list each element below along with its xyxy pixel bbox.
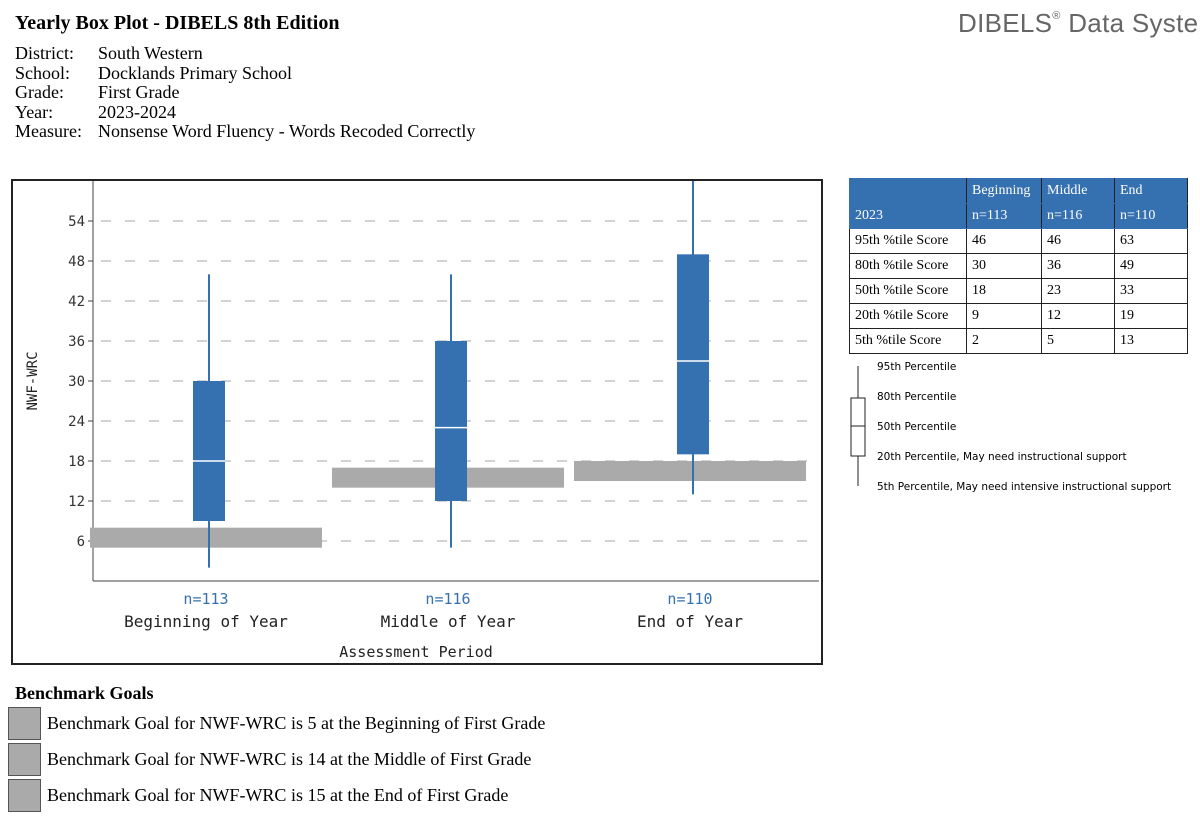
benchmark-goal-text: Benchmark Goal for NWF-WRC is 15 at the … — [47, 785, 509, 805]
table-header-cell: Beginning — [966, 178, 1042, 204]
meta-value: Nonsense Word Fluency - Words Recoded Co… — [98, 121, 476, 141]
table-header-cell: n=110 — [1114, 203, 1188, 229]
meta-value: South Western — [98, 43, 203, 63]
box-plot-chart: 6 12 18 24 30 36 42 48 54 n=113 Beginning of Year n… — [11, 179, 823, 665]
benchmark-goal-item: Benchmark Goal for NWF-WRC is 5 at the B… — [8, 707, 545, 740]
table-header-cell: End — [1114, 178, 1188, 204]
y-tick-label: 36 — [68, 334, 85, 350]
table-cell: 2 — [966, 328, 1042, 354]
benchmark-goal-text: Benchmark Goal for NWF-WRC is 5 at the B… — [47, 713, 546, 733]
meta-label: District: — [15, 43, 74, 63]
key-label: 5th Percentile, May need intensive instr… — [877, 481, 1171, 493]
brand-suffix: Data System — [1068, 8, 1200, 38]
table-cell: 9 — [966, 303, 1042, 329]
y-tick-label: 24 — [68, 414, 85, 430]
percentile-table: Beginning Middle End 2023 n=113 n=116 n=… — [849, 178, 1188, 354]
table-cell: 18 — [966, 278, 1042, 304]
y-tick-label: 12 — [68, 494, 85, 510]
table-cell: 63 — [1114, 228, 1188, 254]
meta-label: Year: — [15, 101, 54, 122]
benchmark-swatch — [8, 779, 41, 812]
table-subheader-row: 2023 n=113 n=116 n=110 — [849, 203, 1188, 229]
table-cell: 95th %tile Score — [849, 228, 967, 254]
key-label: 50th Percentile — [877, 421, 956, 433]
y-axis-title: NWF-WRC — [25, 351, 41, 410]
meta-school: School: Docklands Primary School — [15, 62, 475, 84]
meta-measure: Measure: Nonsense Word Fluency - Words Re… — [15, 121, 476, 142]
table-header-cell: Middle — [1041, 178, 1115, 204]
key-label: 95th Percentile — [877, 361, 956, 373]
benchmark-goal-item: Benchmark Goal for NWF-WRC is 15 at the … — [8, 779, 508, 812]
key-label: 80th Percentile — [877, 391, 956, 403]
table-cell: 12 — [1041, 303, 1115, 329]
table-cell: 50th %tile Score — [849, 278, 967, 304]
benchmark-swatch — [8, 743, 41, 776]
box-plot-key: 95th Percentile 80th Percentile 50th Per… — [850, 361, 1171, 493]
table-header-cell: n=113 — [966, 203, 1042, 229]
table-header-cell: n=116 — [1041, 203, 1115, 229]
x-axis-title: Assessment Period — [339, 643, 493, 661]
meta-label: Measure: — [15, 121, 82, 141]
category-label: End of Year — [637, 612, 743, 631]
box — [677, 254, 709, 455]
table-cell: 49 — [1114, 253, 1188, 279]
n-label: n=110 — [667, 590, 712, 608]
meta-year: Year: 2023-2024 — [15, 101, 475, 123]
registered-mark: ® — [1052, 10, 1061, 22]
table-header-row: Beginning Middle End — [849, 178, 1188, 204]
table-cell: 23 — [1041, 278, 1115, 304]
table-header-cell: 2023 — [849, 203, 967, 229]
table-cell: 33 — [1114, 278, 1188, 304]
y-tick-label: 18 — [68, 454, 85, 470]
benchmark-goal-item: Benchmark Goal for NWF-WRC is 14 at the … — [8, 743, 531, 776]
y-tick-label: 42 — [68, 294, 85, 310]
key-label: 20th Percentile, May need instructional … — [877, 451, 1127, 463]
table-row: 50th %tile Score 18 23 33 — [849, 278, 1188, 304]
y-tick-label: 30 — [68, 374, 85, 390]
benchmark-goals-title: Benchmark Goals — [15, 683, 154, 703]
meta-value: 2023-2024 — [98, 101, 176, 122]
meta-value: Docklands Primary School — [98, 62, 292, 83]
meta-label: School: — [15, 62, 71, 83]
table-cell: 5 — [1041, 328, 1115, 354]
report-metadata: District: South Western School: Docklands … — [15, 43, 476, 142]
table-header-cell — [849, 178, 967, 204]
n-label: n=116 — [425, 590, 470, 608]
y-tick-label: 48 — [68, 254, 85, 270]
table-cell: 20th %tile Score — [849, 303, 967, 329]
table-cell: 19 — [1114, 303, 1188, 329]
y-tick-label: 6 — [77, 534, 85, 550]
benchmark-swatch — [8, 707, 41, 740]
report-title: Yearly Box Plot - DIBELS 8th Edition — [15, 12, 340, 34]
table-cell: 46 — [966, 228, 1042, 254]
meta-label: Grade: — [15, 82, 64, 102]
table-cell: 5th %tile Score — [849, 328, 967, 354]
category-label: Middle of Year — [381, 612, 516, 631]
box — [435, 341, 467, 501]
box — [193, 381, 225, 521]
y-tick-label: 54 — [68, 214, 85, 230]
table-row: 95th %tile Score 46 46 63 — [849, 228, 1188, 254]
brand-name: DIBELS — [958, 8, 1053, 38]
table-cell: 30 — [966, 253, 1042, 279]
brand-logo: DIBELS® Data System — [958, 8, 1200, 39]
table-cell: 80th %tile Score — [849, 253, 967, 279]
table-cell: 13 — [1114, 328, 1188, 354]
chart-canvas: 6 12 18 24 30 36 42 48 54 n=113 Beginning of Year n… — [25, 181, 819, 661]
meta-district: District: South Western — [15, 43, 475, 64]
benchmark-band — [90, 527, 322, 548]
table-cell: 46 — [1041, 228, 1115, 254]
table-row: 80th %tile Score 30 36 49 — [849, 253, 1188, 279]
benchmark-goal-text: Benchmark Goal for NWF-WRC is 14 at the … — [47, 749, 532, 769]
n-label: n=113 — [183, 590, 228, 608]
table-row: 20th %tile Score 9 12 19 — [849, 303, 1188, 329]
table-row: 5th %tile Score 2 5 13 — [849, 328, 1188, 354]
key-box — [850, 397, 866, 457]
meta-grade: Grade: First Grade — [15, 82, 475, 103]
category-label: Beginning of Year — [124, 612, 288, 631]
table-cell: 36 — [1041, 253, 1115, 279]
benchmark-band — [574, 461, 806, 481]
meta-value: First Grade — [98, 82, 180, 102]
